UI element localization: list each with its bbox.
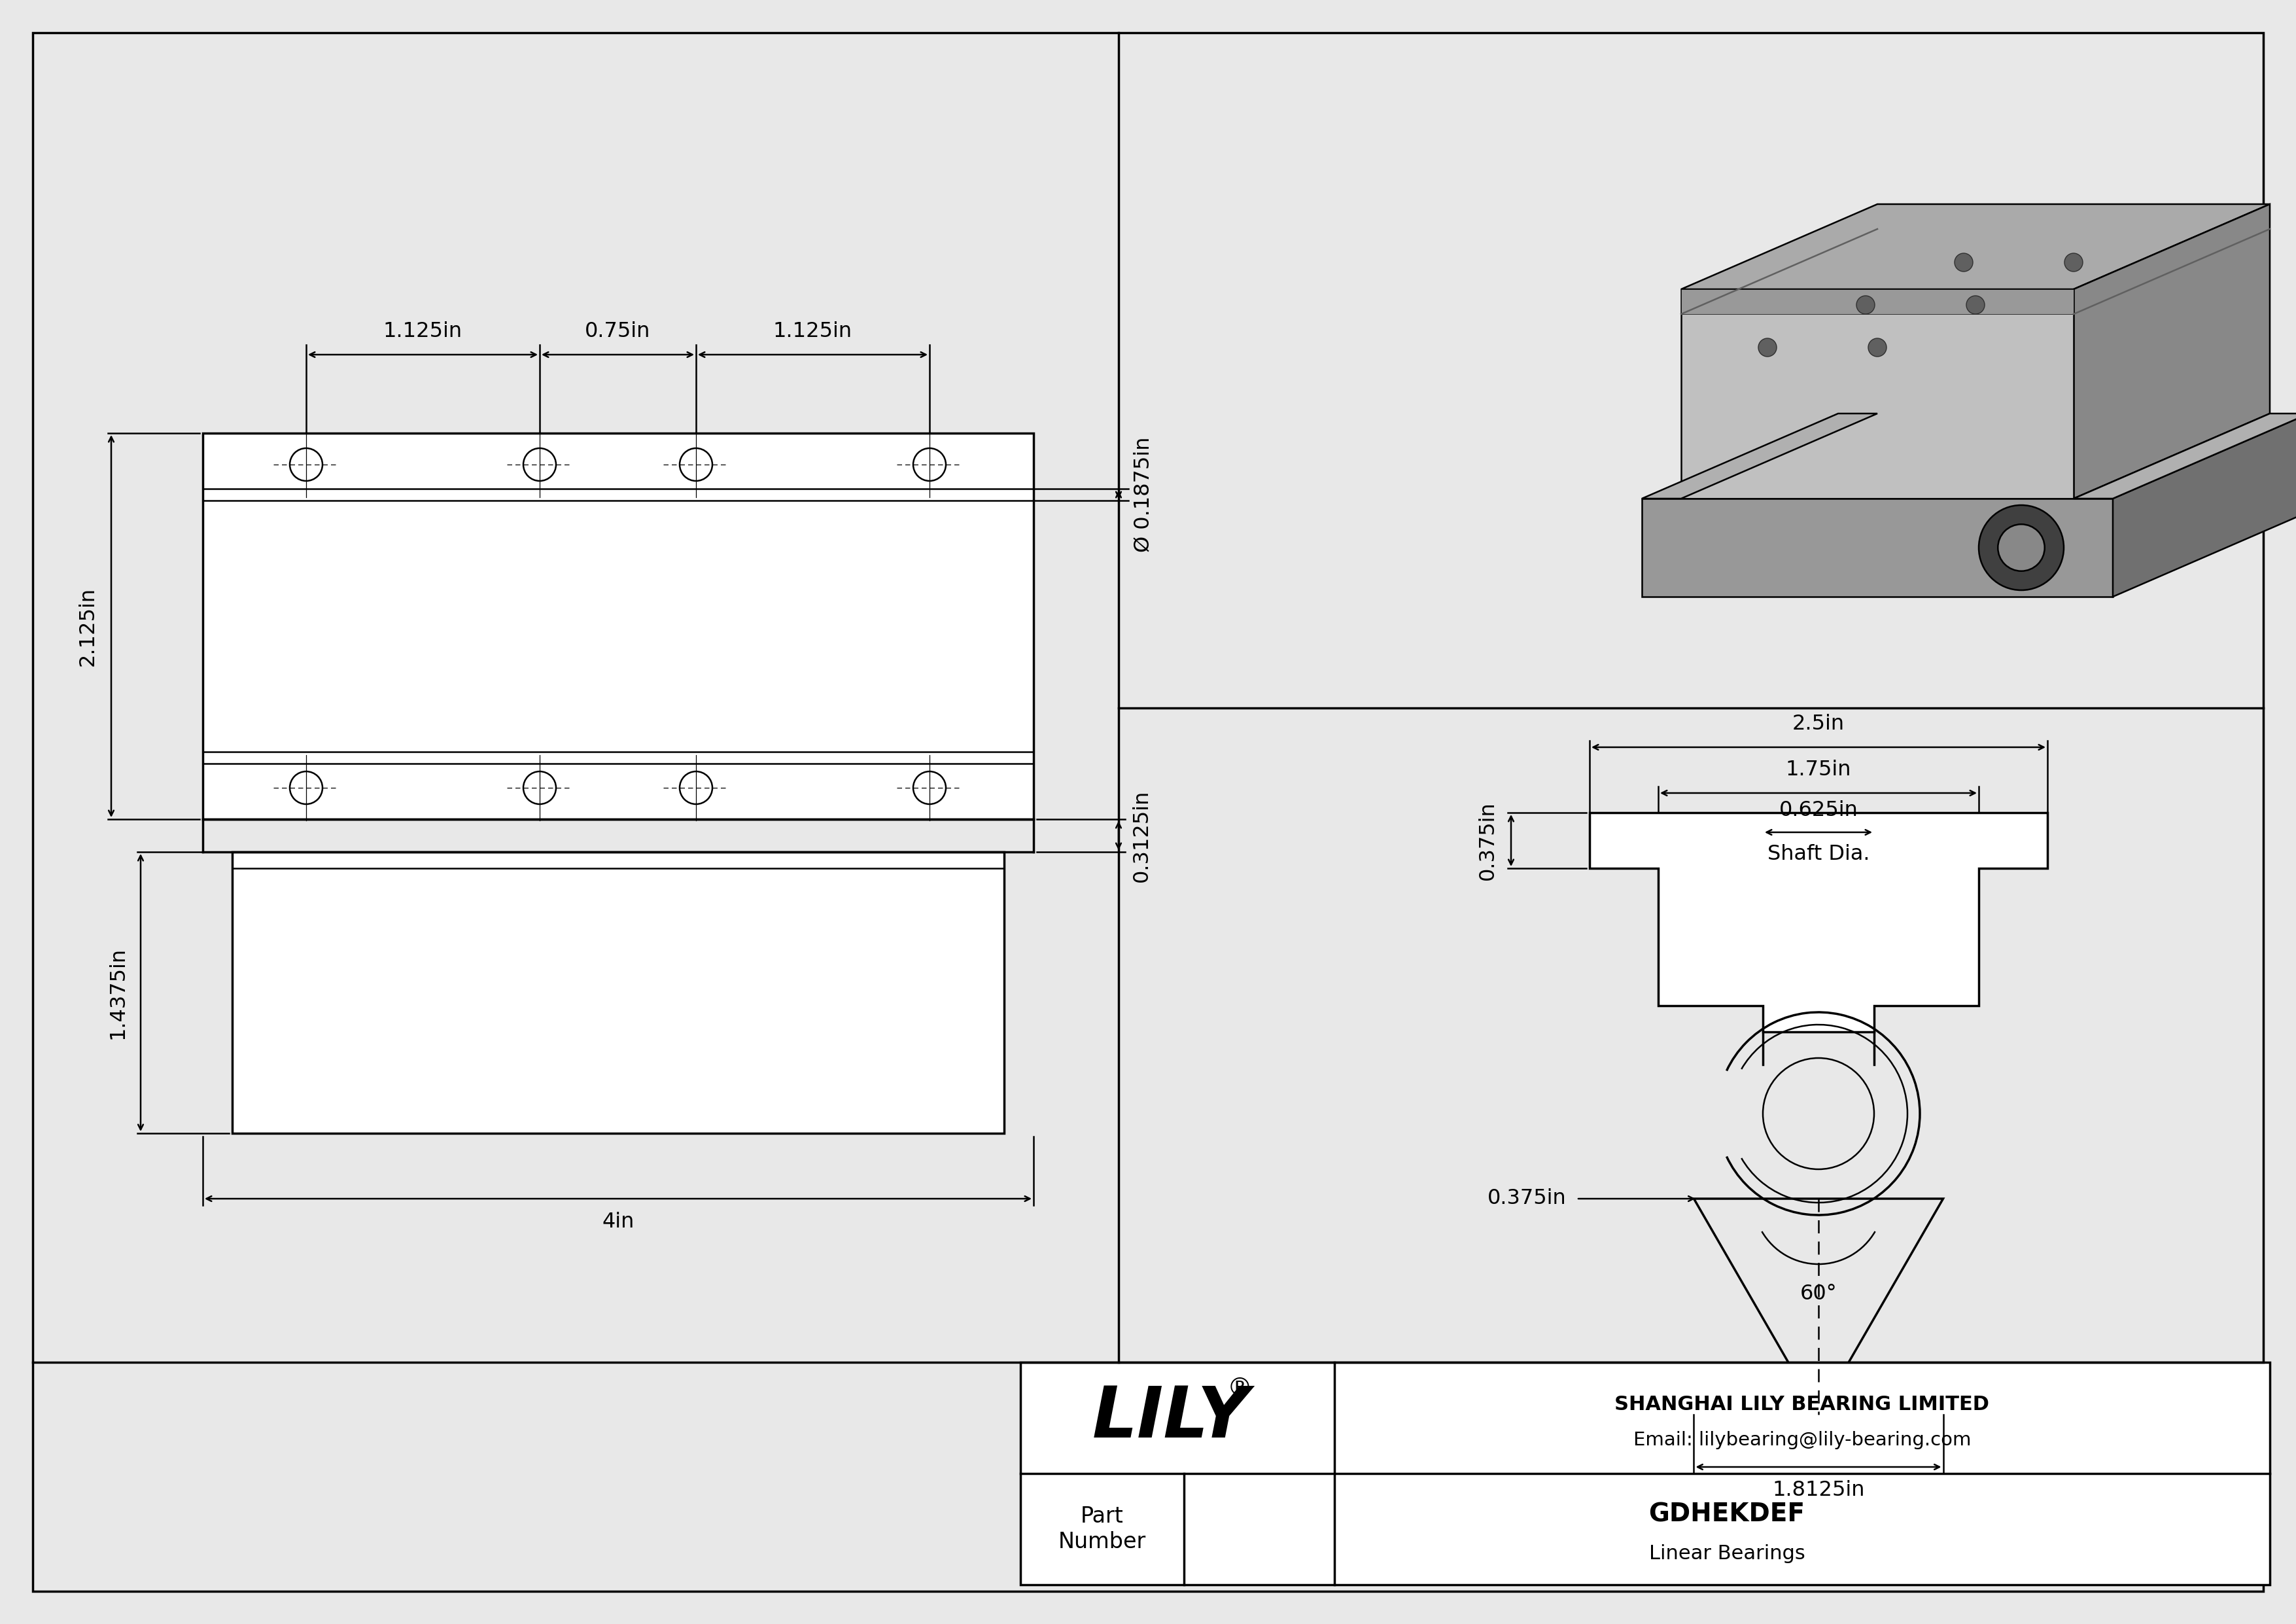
Polygon shape (2073, 205, 2271, 499)
Text: LILY: LILY (1093, 1384, 1249, 1452)
Text: 0.375in: 0.375in (1488, 1189, 1566, 1208)
Circle shape (1965, 296, 1984, 313)
Circle shape (1998, 525, 2046, 572)
Text: 1.8125in: 1.8125in (1773, 1479, 1864, 1501)
Polygon shape (2112, 414, 2296, 596)
Text: Linear Bearings: Linear Bearings (1649, 1544, 1805, 1562)
Circle shape (1954, 253, 1972, 271)
Text: 0.75in: 0.75in (585, 322, 650, 341)
Text: Shaft Dia.: Shaft Dia. (1768, 844, 1869, 864)
Text: 1.125in: 1.125in (774, 322, 852, 341)
Polygon shape (2073, 414, 2296, 499)
Polygon shape (1642, 499, 2112, 596)
Polygon shape (1681, 289, 2073, 313)
Text: Email: lilybearing@lily-bearing.com: Email: lilybearing@lily-bearing.com (1632, 1431, 1970, 1449)
Text: 0.375in: 0.375in (1479, 801, 1497, 880)
Text: Part
Number: Part Number (1058, 1505, 1146, 1553)
Text: 0.625in: 0.625in (1779, 801, 1857, 820)
Text: 1.75in: 1.75in (1786, 760, 1851, 780)
Circle shape (1759, 338, 1777, 357)
Text: 0.3125in: 0.3125in (1132, 789, 1153, 882)
Polygon shape (1681, 205, 2271, 289)
Circle shape (1979, 505, 2064, 590)
Text: SHANGHAI LILY BEARING LIMITED: SHANGHAI LILY BEARING LIMITED (1614, 1395, 1991, 1415)
Text: ®: ® (1226, 1376, 1251, 1402)
Text: 2.5in: 2.5in (1793, 715, 1844, 734)
Text: 4in: 4in (602, 1212, 634, 1233)
Text: Ø 0.1875in: Ø 0.1875in (1132, 437, 1153, 552)
Text: 2.125in: 2.125in (78, 586, 99, 666)
Circle shape (1857, 296, 1876, 313)
Bar (202, 434, 1033, 818)
Text: 1.125in: 1.125in (383, 322, 461, 341)
Text: 60°: 60° (1800, 1283, 1837, 1304)
Text: GDHEKDEF: GDHEKDEF (1649, 1502, 1805, 1527)
Polygon shape (1589, 812, 2048, 1031)
Bar (232, 853, 1003, 1134)
Text: 1.4375in: 1.4375in (108, 947, 129, 1039)
Polygon shape (1642, 414, 1878, 499)
Circle shape (1869, 338, 1887, 357)
Circle shape (2064, 253, 2082, 271)
Polygon shape (1681, 289, 2073, 499)
Bar (1019, 1363, 2271, 1585)
